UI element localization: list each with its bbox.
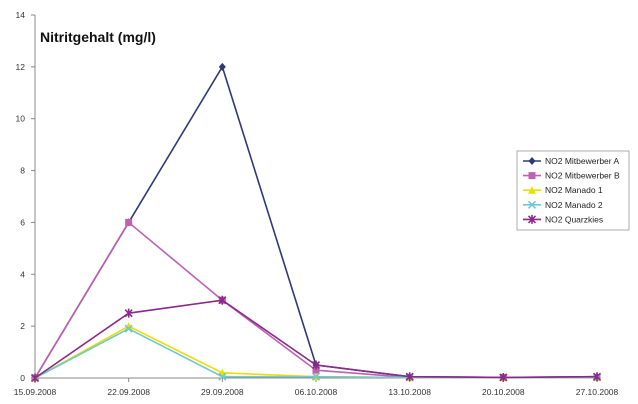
data-point: [218, 372, 227, 381]
y-tick-label: 12: [16, 62, 26, 72]
legend-swatch-marker: [528, 172, 536, 180]
legend-swatch-marker: [528, 157, 536, 165]
series-5: [30, 295, 602, 383]
legend-label: NO2 Manado 1: [545, 185, 603, 195]
y-tick-label: 6: [20, 217, 25, 227]
legend-entry: NO2 Manado 1: [523, 185, 603, 195]
legend-swatch-marker: [528, 186, 536, 194]
legend-swatch-marker: [527, 214, 537, 224]
y-tick-label: 4: [20, 269, 25, 279]
data-point: [218, 62, 226, 71]
legend-label: NO2 Mitbewerber A: [545, 156, 619, 166]
data-point: [405, 372, 414, 382]
data-point: [124, 324, 133, 333]
series-line: [34, 221, 597, 379]
legend-entry: NO2 Quarzkies: [523, 214, 603, 224]
legend-entry: NO2 Mitbewerber A: [523, 156, 619, 166]
y-tick-label: 10: [16, 114, 26, 124]
legend: NO2 Mitbewerber A NO2 Mitbewerber B NO2 Ma…: [516, 150, 630, 231]
data-point: [218, 295, 227, 305]
y-tick-label: 14: [16, 10, 26, 20]
series-lines: [30, 62, 602, 383]
data-point: [311, 360, 321, 370]
legend-entry: NO2 Mitbewerber B: [523, 171, 620, 181]
y-axis: 0 2 4 6 8 10 12 14: [16, 10, 36, 383]
x-tick-label: 15.09.2008: [14, 387, 57, 397]
x-tick-label: 06.10.2008: [295, 387, 338, 397]
x-tick-label: 29.09.2008: [201, 387, 244, 397]
legend-label: NO2 Manado 2: [545, 200, 603, 210]
data-point: [124, 308, 133, 318]
data-point: [125, 218, 133, 226]
legend-label: NO2 Quarzkies: [545, 214, 603, 224]
x-tick-label: 20.10.2008: [482, 387, 525, 397]
y-tick-label: 0: [20, 373, 25, 383]
x-tick-label: 13.10.2008: [388, 387, 431, 397]
series-2: [31, 218, 601, 382]
data-point: [499, 372, 508, 382]
y-tick-label: 2: [20, 321, 25, 331]
legend-label: NO2 Mitbewerber B: [545, 171, 620, 181]
y-tick-label: 8: [20, 166, 25, 176]
x-tick-label: 27.10.2008: [576, 387, 619, 397]
x-tick-label: 22.09.2008: [107, 387, 150, 397]
x-axis: 15.09.2008 22.09.2008 29.09.2008 06.10.2008…: [14, 377, 619, 397]
data-point: [30, 373, 40, 383]
legend-swatch-marker: [527, 200, 537, 209]
legend-entry: NO2 Manado 2: [523, 200, 603, 210]
data-point: [592, 372, 602, 382]
chart-title: Nitritgehalt (mg/l): [40, 29, 156, 45]
data-point: [311, 372, 321, 381]
data-point: [312, 366, 320, 374]
